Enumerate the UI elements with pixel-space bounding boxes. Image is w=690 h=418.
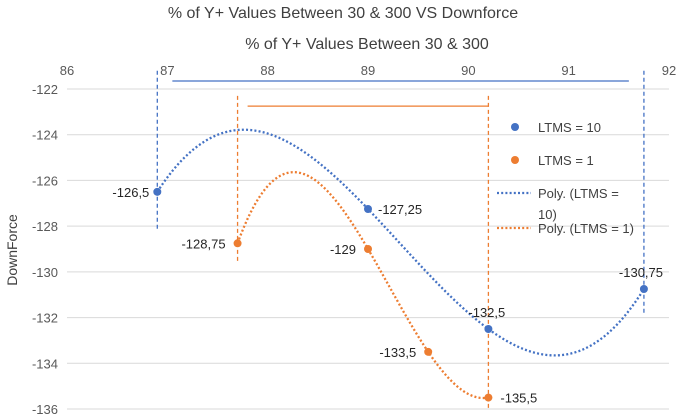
chart-title: % of Y+ Values Between 30 & 300 VS Downf… <box>168 5 518 22</box>
legend-trend-label: Poly. (LTMS = <box>538 186 619 201</box>
data-label: -132,5 <box>468 305 505 320</box>
gridlines <box>67 88 669 410</box>
data-point <box>233 239 242 248</box>
annotation-lines <box>156 70 645 409</box>
legend-label: LTMS = 10 <box>538 120 601 135</box>
legend-marker-0 <box>511 123 519 131</box>
x-tick-label: 90 <box>461 63 475 78</box>
data-point <box>364 245 372 253</box>
data-label: -130,75 <box>619 265 663 280</box>
data-point <box>153 187 162 196</box>
legend-marker-1 <box>511 156 519 164</box>
y-axis-title: DownForce <box>4 214 20 286</box>
legend-trend-label: 10) <box>538 207 557 222</box>
x-tick-label: 88 <box>260 63 274 78</box>
data-point <box>364 205 372 213</box>
trendline-0 <box>156 128 645 357</box>
legend-trend-label: Poly. (LTMS = 1) <box>538 221 634 236</box>
y-tick-label: -126 <box>32 173 58 188</box>
y-tick-label: -130 <box>32 265 58 280</box>
y-tick-label: -132 <box>32 311 58 326</box>
x-tick-label: 92 <box>662 63 676 78</box>
x-tick-label: 87 <box>160 63 174 78</box>
y-tick-label: -134 <box>32 356 58 371</box>
data-points <box>153 187 648 402</box>
y-tick-label: -136 <box>32 402 58 417</box>
data-point <box>639 285 648 293</box>
y-tick-label: -124 <box>32 128 58 143</box>
x-tick-label: 91 <box>561 63 575 78</box>
x-axis-title: % of Y+ Values Between 30 & 300 <box>245 36 489 53</box>
data-label: -129 <box>330 242 356 257</box>
x-tick-label: 89 <box>361 63 375 78</box>
x-axis-ticks: 86 87 88 89 90 91 92 <box>60 63 676 78</box>
legend: LTMS = 10 LTMS = 1 Poly. (LTMS = 10)Poly. (… <box>497 120 634 236</box>
trendlines <box>156 128 645 400</box>
trendline-1 <box>236 171 489 400</box>
data-label: -126,5 <box>112 185 149 200</box>
data-point <box>424 347 433 356</box>
x-tick-label: 86 <box>60 63 74 78</box>
data-point <box>484 393 493 402</box>
legend-label: LTMS = 1 <box>538 153 594 168</box>
y-tick-label: -128 <box>32 219 58 234</box>
data-label: -127,25 <box>378 202 422 217</box>
data-labels: -126,5 -127,25 -132,5 -130,75 -128,75 -129 -13… <box>112 185 663 406</box>
data-label: -128,75 <box>181 236 225 251</box>
y-axis-ticks: -122 -124 -126 -128 -130 -132 -134 -136 <box>32 82 58 417</box>
y-tick-label: -122 <box>32 82 58 97</box>
data-label: -133,5 <box>379 345 416 360</box>
data-point <box>484 325 493 333</box>
data-label: -135,5 <box>500 391 537 406</box>
